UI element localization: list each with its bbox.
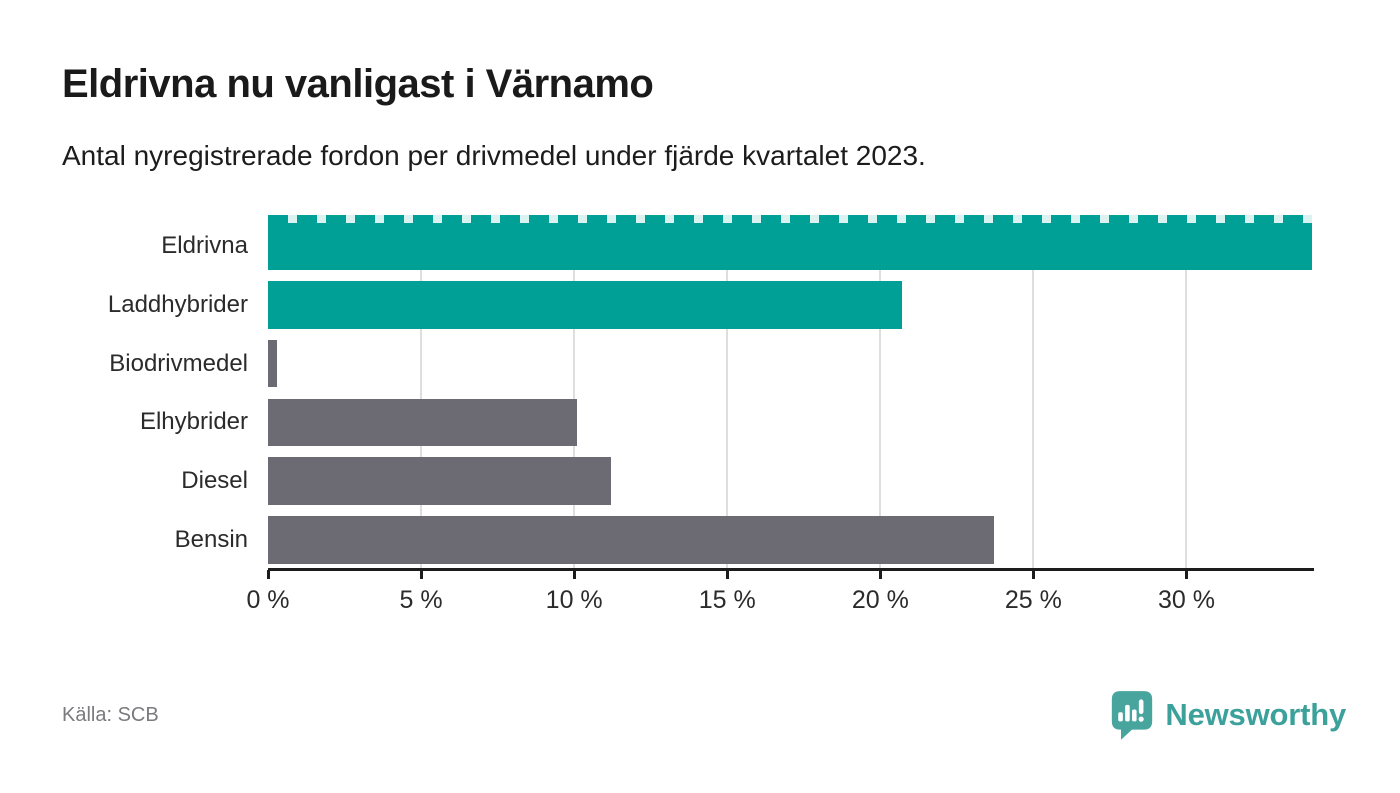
source-credit: Källa: SCB: [62, 704, 159, 726]
bar-biodrivmedel: [268, 339, 278, 388]
category-label-laddhybrider: Laddhybrider: [107, 290, 248, 318]
newsworthy-wordmark: Newsworthy: [1165, 697, 1346, 732]
x-tick-5pct: [420, 570, 423, 579]
x-tick-10pct: [573, 570, 576, 579]
category-label-diesel: Diesel: [181, 467, 248, 495]
category-label-eldrivna: Eldrivna: [161, 232, 248, 260]
bar-bensin: [268, 516, 994, 564]
gridline-10pct: [573, 215, 576, 568]
x-tick-label-0pct: 0 %: [246, 586, 290, 614]
x-tick-30pct: [1185, 570, 1188, 579]
x-tick-label-5pct: 5 %: [399, 586, 443, 614]
gridline-25pct: [1032, 215, 1035, 568]
category-label-bensin: Bensin: [174, 525, 248, 553]
x-tick-label-30pct: 30 %: [1157, 586, 1215, 614]
chart-subtitle: Antal nyregistrerade fordon per drivmede…: [62, 140, 926, 171]
x-tick-label-15pct: 15 %: [698, 586, 756, 614]
bar-eldrivna: [268, 222, 1312, 270]
gridline-30pct: [1185, 215, 1188, 568]
plot-area: [268, 215, 1312, 568]
newsworthy-logo: Newsworthy: [1110, 689, 1346, 741]
category-axis: Eldrivna Laddhybrider Biodrivmedel Elhybrid…: [0, 0, 248, 793]
category-label-biodrivmedel: Biodrivmedel: [109, 349, 248, 377]
x-axis-line: [268, 568, 1314, 571]
bar-diesel: [268, 457, 611, 505]
x-tick-label-10pct: 10 %: [545, 586, 603, 614]
x-tick-25pct: [1032, 570, 1035, 579]
x-tick-15pct: [726, 570, 729, 579]
x-tick-0pct: [267, 570, 270, 579]
x-tick-label-25pct: 25 %: [1004, 586, 1062, 614]
bar-laddhybrider: [268, 281, 902, 329]
gridline-5pct: [420, 215, 423, 568]
bar-elhybrider: [268, 398, 578, 447]
chart-title: Eldrivna nu vanligast i Värnamo: [62, 62, 654, 106]
category-label-elhybrider: Elhybrider: [139, 408, 248, 436]
gridline-20pct: [879, 215, 882, 568]
x-tick-20pct: [879, 570, 882, 579]
x-tick-label-20pct: 20 %: [851, 586, 909, 614]
gridline-15pct: [726, 215, 729, 568]
clipped-bar-indicator: [268, 215, 1312, 223]
newsworthy-bubble-icon: [1112, 691, 1153, 740]
